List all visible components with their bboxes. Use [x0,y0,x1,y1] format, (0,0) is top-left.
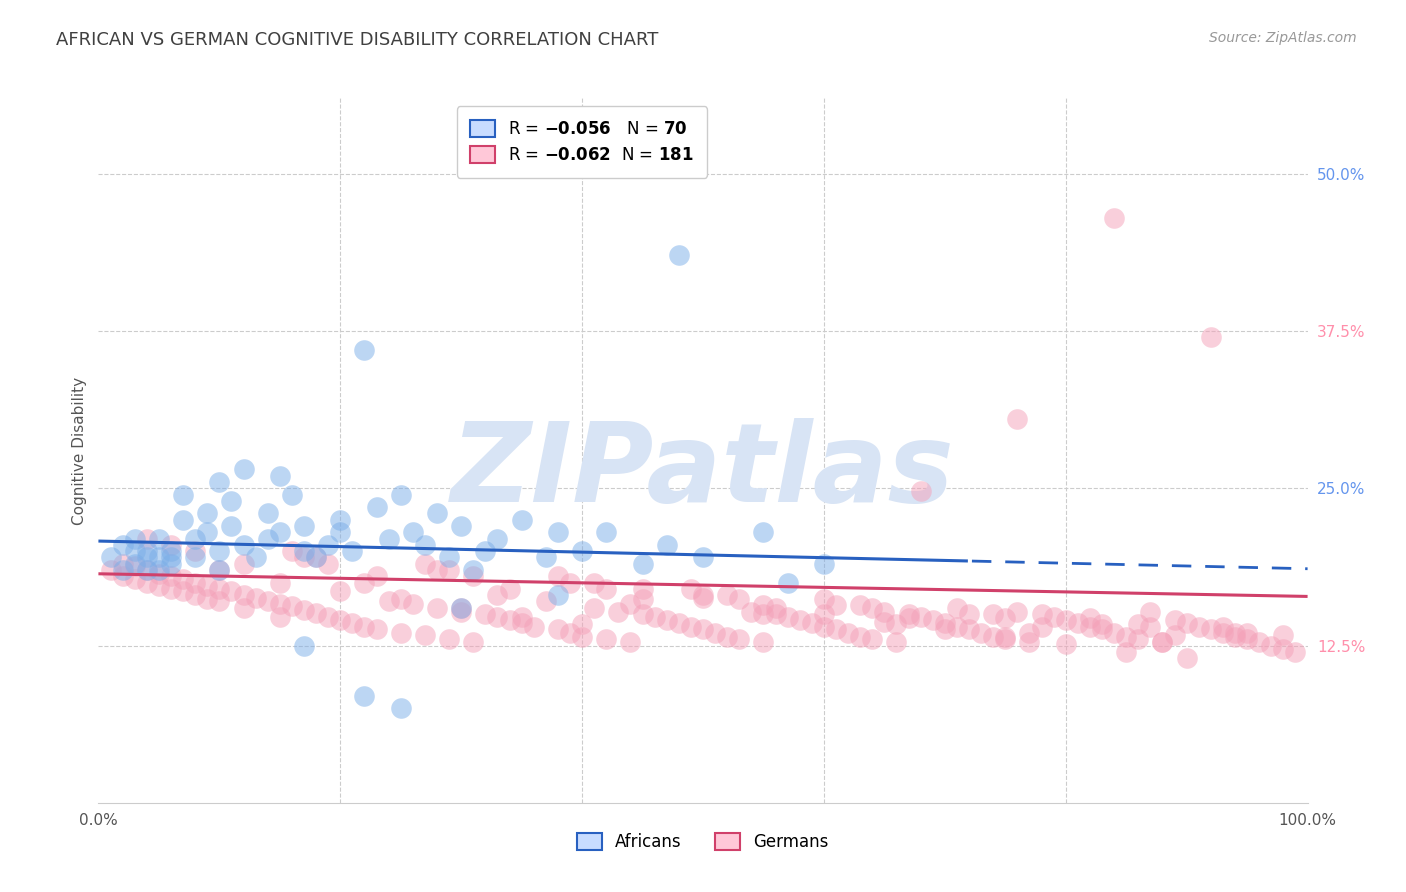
Point [981,630,1004,644]
Point [450,600,472,615]
Point [221,519,243,533]
Point [728,591,751,606]
Point [1091,617,1114,632]
Point [631,582,654,596]
Point [111,563,134,577]
Point [316,538,339,552]
Point [776,575,799,590]
Point [510,615,533,630]
Point [994,630,1017,644]
Point [1188,619,1211,633]
Point [910,609,932,624]
Point [800,615,823,630]
Point [631,591,654,606]
Point [1284,645,1306,659]
Point [1018,634,1040,648]
Point [655,538,678,552]
Point [184,544,207,558]
Point [776,609,799,624]
Point [342,544,364,558]
Point [837,626,859,640]
Point [957,607,980,621]
Point [195,525,218,540]
Point [160,569,183,583]
Point [450,605,472,619]
Point [124,557,146,571]
Point [1175,651,1198,665]
Point [124,532,146,546]
Point [366,622,388,636]
Point [463,569,485,583]
Point [269,609,291,624]
Point [679,619,702,633]
Point [510,609,533,624]
Point [849,630,872,644]
Point [897,611,920,625]
Point [172,513,194,527]
Point [571,544,593,558]
Point [426,600,449,615]
Point [1260,639,1282,653]
Point [752,607,775,621]
Point [523,619,546,633]
Point [486,532,509,546]
Point [389,591,412,606]
Point [813,591,835,606]
Point [1078,611,1101,625]
Point [148,566,170,581]
Point [135,544,157,558]
Point [208,582,231,596]
Point [463,634,485,648]
Point [934,615,956,630]
Point [281,544,304,558]
Point [934,622,956,636]
Point [619,634,641,648]
Point [957,622,980,636]
Point [292,639,315,653]
Point [970,626,993,640]
Point [208,544,231,558]
Point [124,572,146,586]
Point [1102,626,1125,640]
Point [353,689,375,703]
Point [571,630,593,644]
Point [353,343,375,357]
Point [728,632,751,647]
Point [1175,615,1198,630]
Point [450,600,472,615]
Point [692,550,714,565]
Text: AFRICAN VS GERMAN COGNITIVE DISABILITY CORRELATION CHART: AFRICAN VS GERMAN COGNITIVE DISABILITY C… [56,31,658,49]
Point [437,632,460,647]
Point [135,563,157,577]
Point [148,550,170,565]
Point [631,557,654,571]
Point [292,603,315,617]
Point [740,605,762,619]
Point [1007,605,1029,619]
Point [100,550,122,565]
Point [389,487,412,501]
Point [1223,630,1246,644]
Point [873,605,896,619]
Point [232,538,254,552]
Point [1212,619,1234,633]
Point [1163,613,1185,627]
Point [1102,211,1125,225]
Point [329,613,352,627]
Point [813,557,835,571]
Point [184,532,207,546]
Point [208,475,231,489]
Point [221,584,243,599]
Point [607,605,630,619]
Point [547,569,569,583]
Point [486,588,509,602]
Point [316,557,339,571]
Point [148,563,170,577]
Point [1223,626,1246,640]
Point [269,575,291,590]
Point [1091,622,1114,636]
Point [886,634,908,648]
Point [752,599,775,613]
Point [595,525,617,540]
